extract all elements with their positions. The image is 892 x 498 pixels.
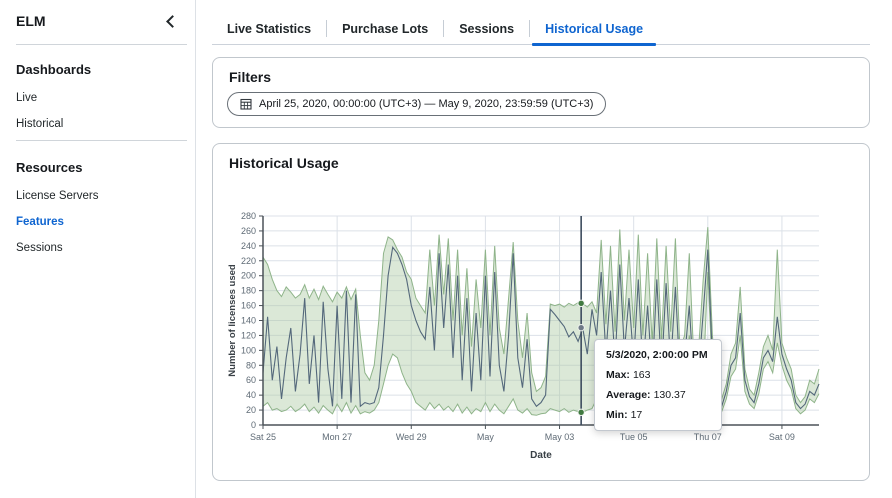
svg-text:Sat 25: Sat 25 xyxy=(250,432,276,442)
svg-text:May: May xyxy=(477,432,495,442)
tab-separator xyxy=(326,20,328,37)
sidebar-item-sessions[interactable]: Sessions xyxy=(16,242,63,254)
tooltip-average-row: Average: 130.37 xyxy=(606,389,686,401)
svg-text:280: 280 xyxy=(241,211,256,221)
sidebar-heading-resources: Resources xyxy=(16,160,83,175)
sidebar-divider xyxy=(16,140,187,141)
svg-text:Number of licenses used: Number of licenses used xyxy=(227,264,238,377)
svg-text:Date: Date xyxy=(530,450,552,461)
app-title: ELM xyxy=(16,13,46,29)
filters-title: Filters xyxy=(229,69,272,85)
date-range-filter[interactable]: April 25, 2020, 00:00:00 (UTC+3) — May 9… xyxy=(227,92,607,116)
tooltip-max-row: Max: 163 xyxy=(606,369,651,381)
collapse-sidebar-button[interactable] xyxy=(165,15,179,28)
svg-text:240: 240 xyxy=(241,241,256,251)
svg-text:140: 140 xyxy=(241,316,256,326)
sidebar-heading-dashboards: Dashboards xyxy=(16,62,92,77)
svg-text:60: 60 xyxy=(246,375,256,385)
svg-text:Sat 09: Sat 09 xyxy=(769,432,795,442)
svg-text:120: 120 xyxy=(241,330,256,340)
sidebar-section-resources: Resources License Servers Features Sessi… xyxy=(16,160,187,266)
svg-text:220: 220 xyxy=(241,256,256,266)
sidebar-item-historical[interactable]: Historical xyxy=(16,118,64,130)
svg-text:20: 20 xyxy=(246,405,256,415)
sidebar-item-live[interactable]: Live xyxy=(16,92,38,104)
svg-text:Thu 07: Thu 07 xyxy=(694,432,722,442)
calendar-icon xyxy=(240,98,252,110)
usage-chart-svg: 0 20 40 60 80 100 120 140 160 180 200 220 240 260 280 S… xyxy=(227,211,820,461)
tab-purchase-lots[interactable]: Purchase Lots xyxy=(342,21,429,36)
tab-live-statistics[interactable]: Live Statistics xyxy=(227,21,312,36)
svg-text:Mon 27: Mon 27 xyxy=(322,432,352,442)
tab-separator xyxy=(529,20,531,37)
tab-sessions[interactable]: Sessions xyxy=(459,21,515,36)
svg-text:80: 80 xyxy=(246,360,256,370)
svg-text:260: 260 xyxy=(241,226,256,236)
svg-text:160: 160 xyxy=(241,301,256,311)
svg-text:40: 40 xyxy=(246,390,256,400)
tab-separator xyxy=(443,20,445,37)
svg-text:May 03: May 03 xyxy=(545,432,575,442)
svg-text:180: 180 xyxy=(241,286,256,296)
chevron-left-icon xyxy=(166,15,179,28)
historical-usage-card: Historical Usage 0 20 40 60 80 100 120 140 160 18… xyxy=(212,143,870,481)
tab-historical-usage[interactable]: Historical Usage xyxy=(530,13,658,46)
date-range-label: April 25, 2020, 00:00:00 (UTC+3) — May 9… xyxy=(259,98,594,110)
svg-text:100: 100 xyxy=(241,345,256,355)
historical-usage-title: Historical Usage xyxy=(229,155,339,171)
tab-bar: Live Statistics Purchase Lots Sessions H… xyxy=(212,13,870,46)
svg-text:Tue 05: Tue 05 xyxy=(620,432,648,442)
sidebar-item-features[interactable]: Features xyxy=(16,216,64,228)
svg-text:0: 0 xyxy=(251,420,256,430)
tooltip-min-row: Min: 17 xyxy=(606,409,643,421)
sidebar-divider xyxy=(16,44,187,45)
chart-tooltip: 5/3/2020, 2:00:00 PM Max: 163 Average: 130… xyxy=(594,339,722,431)
usage-chart[interactable]: 0 20 40 60 80 100 120 140 160 180 200 220 240 260 280 S… xyxy=(223,206,863,476)
filters-card: Filters April 25, 2020, 00:00:00 (UTC+3)… xyxy=(212,57,870,128)
svg-text:200: 200 xyxy=(241,271,256,281)
sidebar-section-dashboards: Dashboards Live Historical xyxy=(16,62,187,142)
tooltip-timestamp: 5/3/2020, 2:00:00 PM xyxy=(606,349,708,361)
sidebar-item-license-servers[interactable]: License Servers xyxy=(16,190,99,202)
sidebar: ELM Dashboards Live Historical Resources… xyxy=(0,0,196,498)
svg-text:Wed 29: Wed 29 xyxy=(396,432,427,442)
